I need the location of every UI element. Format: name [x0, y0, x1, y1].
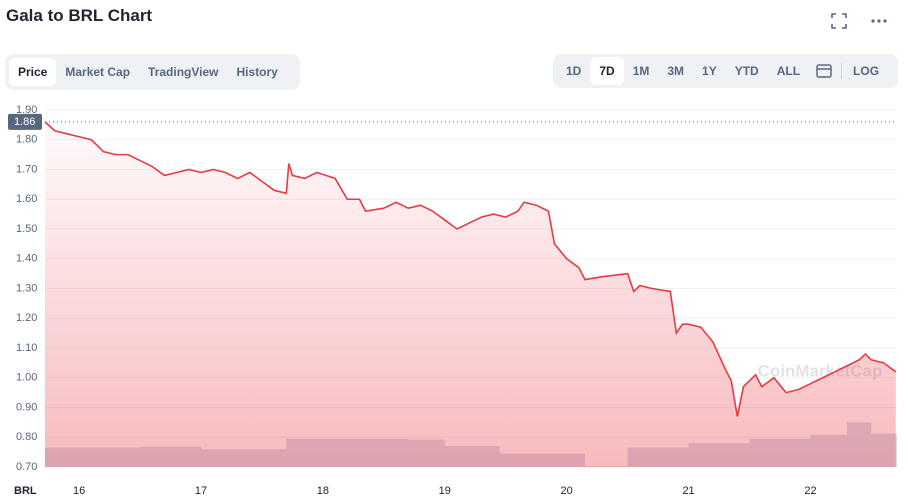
separator — [841, 63, 843, 79]
y-tick-label: 1.10 — [16, 342, 37, 354]
log-button[interactable]: LOG — [853, 64, 880, 78]
range-bar: 1D 7D 1M 3M 1Y YTD ALL LOG — [553, 54, 898, 88]
more-icon[interactable] — [870, 12, 888, 30]
y-tick-label: 0.90 — [16, 401, 37, 413]
x-tick-label: 17 — [195, 485, 207, 497]
range-button[interactable]: 3M — [667, 64, 685, 78]
y-tick-label: 1.70 — [16, 163, 37, 175]
price-line — [44, 121, 897, 417]
x-tick-label: 20 — [561, 485, 573, 497]
range-button[interactable]: 1D — [566, 64, 582, 78]
currency-label: BRL — [14, 485, 37, 497]
x-tick-label: 19 — [439, 485, 451, 497]
current-price-box — [8, 113, 42, 130]
x-tick-label: 16 — [73, 485, 85, 497]
calendar-icon[interactable] — [809, 62, 839, 80]
y-tick-label: 1.50 — [16, 223, 37, 235]
tab[interactable]: TradingView — [148, 65, 219, 79]
price-area — [45, 121, 896, 468]
tab-bar: Price Market Cap TradingView History — [5, 54, 300, 90]
x-tick-label: 22 — [804, 485, 816, 497]
expand-icon[interactable] — [830, 12, 848, 30]
y-tick-label: 0.80 — [16, 431, 37, 443]
current-price-label: 1.86 — [14, 116, 35, 128]
y-tick-label: 1.80 — [16, 134, 37, 146]
range-button[interactable]: YTD — [734, 64, 759, 78]
range-button[interactable]: 1Y — [702, 64, 717, 78]
tab[interactable]: Price — [9, 58, 57, 86]
x-tick-label: 21 — [682, 485, 694, 497]
page-title: Gala to BRL Chart — [6, 6, 153, 25]
tab[interactable]: History — [236, 65, 278, 79]
range-button[interactable]: ALL — [776, 64, 801, 78]
range-button[interactable]: 1M — [632, 64, 650, 78]
y-tick-label: 1.40 — [16, 253, 37, 265]
y-tick-label: 1.60 — [16, 193, 37, 205]
y-tick-label: 1.00 — [16, 372, 37, 384]
y-tick-label: 1.90 — [16, 104, 37, 116]
range-button[interactable]: 7D — [590, 57, 624, 85]
y-tick-label: 1.30 — [16, 282, 37, 294]
y-tick-label: 1.20 — [16, 312, 37, 324]
x-tick-label: 18 — [317, 485, 329, 497]
tab[interactable]: Market Cap — [65, 65, 131, 79]
y-tick-label: 0.70 — [16, 461, 37, 473]
